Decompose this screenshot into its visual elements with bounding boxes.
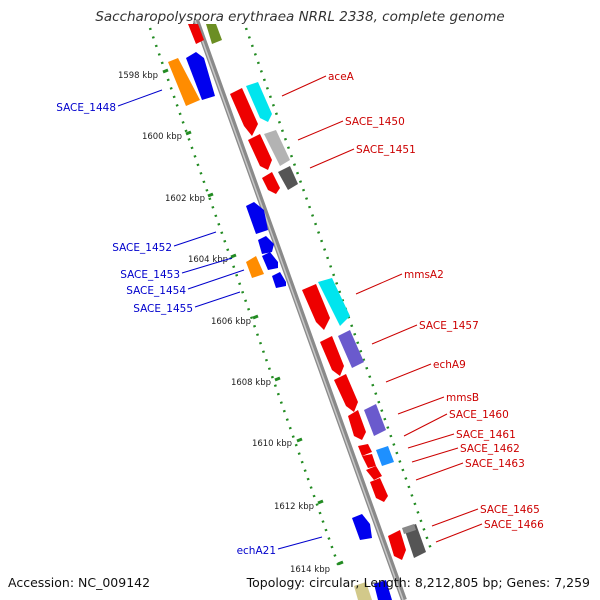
- scale-tick-label: 1612 kbp: [274, 502, 314, 512]
- gene-darkgray-1466: [404, 524, 426, 558]
- gene-khaki-bottom: [354, 582, 372, 600]
- gene-red-1463b: [370, 478, 388, 502]
- gene-red-1461: [358, 444, 372, 456]
- right-label-leader: [397, 396, 445, 415]
- right-label-leader: [385, 363, 432, 383]
- right-label-leader: [297, 120, 344, 141]
- right-gene-label: SACE_1461: [456, 429, 516, 441]
- accession-text: Accession: NC_009142: [8, 575, 151, 590]
- scale-tick-mark: [252, 314, 259, 320]
- gene-darkgray-1466-cap: [402, 524, 416, 534]
- right-label-leader: [415, 462, 464, 481]
- scale-tick-label: 1604 kbp: [188, 255, 228, 265]
- scale-tick-label: 1614 kbp: [290, 565, 330, 575]
- scale-tick-label: 1606 kbp: [211, 317, 251, 327]
- gene-red-1465: [388, 530, 406, 560]
- right-gene-label: SACE_1463: [465, 458, 525, 470]
- scale-tick-label: 1600 kbp: [142, 132, 182, 142]
- right-label-leader: [431, 508, 479, 527]
- scale-ticks: 1598 kbp 1600 kbp 1602 kbp 1604 kbp 1606 kbp…: [118, 68, 344, 575]
- gene-red-mmsB: [348, 410, 366, 440]
- right-gene-label: echA9: [433, 359, 466, 371]
- gene-orange-1448: [168, 58, 200, 106]
- left-label-leader: [277, 536, 323, 550]
- gene-cyan-aceA: [246, 82, 272, 122]
- gene-red-1450: [248, 134, 272, 170]
- right-gene-label: SACE_1465: [480, 504, 540, 516]
- right-label-leader: [371, 324, 418, 345]
- right-gene-label: aceA: [328, 71, 355, 83]
- scale-tick-mark: [274, 376, 281, 382]
- scale-tick-mark: [296, 437, 303, 443]
- gene-blue-bottom: [374, 580, 392, 600]
- gene-blue-1448: [186, 52, 215, 100]
- gene-red-aceA: [230, 88, 258, 136]
- scale-tick-label: 1598 kbp: [118, 71, 158, 81]
- scale-tick-mark: [185, 130, 192, 136]
- right-gene-label: SACE_1450: [345, 116, 405, 128]
- right-gene-label: mmsA2: [404, 269, 444, 281]
- right-gene-label: SACE_1451: [356, 144, 416, 156]
- left-gene-label: SACE_1448: [56, 102, 116, 114]
- scale-tick-mark: [207, 192, 214, 198]
- left-gene-label: SACE_1453: [120, 269, 180, 281]
- right-label-leader: [435, 523, 483, 543]
- gene-red-echA9: [334, 374, 358, 412]
- gene-blue-1452: [246, 202, 268, 234]
- left-gene-label: SACE_1454: [126, 285, 186, 297]
- gene-red-1457: [320, 336, 344, 376]
- right-label-leader: [411, 447, 459, 463]
- left-label-leader: [194, 291, 241, 308]
- gene-gray-1450: [264, 130, 290, 166]
- gene-red-1463a: [366, 466, 382, 480]
- gene-red-1451: [262, 172, 280, 194]
- right-label-leader: [355, 273, 403, 295]
- right-gene-label: SACE_1460: [449, 409, 509, 421]
- scale-tick-mark: [230, 253, 237, 259]
- scale-tick-label: 1608 kbp: [231, 378, 271, 388]
- gene-blue-1453: [258, 236, 274, 254]
- gene-orange-1454: [246, 256, 264, 278]
- genome-backbone-highlight: [194, 19, 404, 600]
- right-gene-label: mmsB: [446, 392, 479, 404]
- gene-red-mmsA2: [302, 284, 330, 330]
- topology-summary: Topology: circular; Length: 8,212,805 bp…: [246, 575, 590, 590]
- gene-purple-1457: [338, 330, 364, 368]
- gene-cyan-mmsA2: [318, 278, 350, 326]
- scale-tick-label: 1602 kbp: [165, 194, 205, 204]
- genome-backbone: [193, 18, 407, 600]
- gene-blue-1455: [272, 272, 286, 288]
- gene-red-1462: [362, 454, 376, 468]
- left-label-leader: [173, 231, 217, 247]
- right-label-leader: [309, 148, 355, 169]
- left-gene-label: SACE_1455: [133, 303, 193, 315]
- gene-top-partial-olive: [206, 24, 222, 44]
- right-gene-labels: aceA SACE_1450 SACE_1451 mmsA2 SACE_1457 echA…: [281, 71, 544, 543]
- gene-blue-1454b: [262, 252, 278, 270]
- outer-left-track: [148, 27, 342, 571]
- scale-tick-mark: [337, 560, 344, 566]
- left-gene-label: SACE_1452: [112, 242, 172, 254]
- right-gene-label: SACE_1466: [484, 519, 544, 531]
- inner-right-track: [244, 27, 434, 553]
- gene-darkgray-1451: [278, 166, 298, 190]
- gene-top-partial-red: [188, 24, 204, 44]
- right-label-leader: [281, 75, 327, 97]
- right-label-leader: [403, 413, 448, 437]
- left-gene-label: echA21: [237, 545, 276, 557]
- left-label-leader: [117, 89, 163, 107]
- scale-tick-label: 1610 kbp: [252, 439, 292, 449]
- scale-tick-mark: [317, 499, 324, 505]
- right-gene-label: SACE_1457: [419, 320, 479, 332]
- gene-purple-1460: [364, 404, 386, 436]
- right-label-leader: [407, 433, 455, 449]
- left-gene-labels: SACE_1448 SACE_1452 SACE_1453 SACE_1454 SACE…: [56, 89, 323, 557]
- right-gene-label: SACE_1462: [460, 443, 520, 455]
- left-label-leader: [181, 257, 233, 274]
- left-label-leader: [187, 269, 245, 290]
- scale-tick-mark: [162, 68, 169, 74]
- gene-lightblue-1462: [376, 446, 394, 466]
- gene-blue-echA21: [352, 514, 372, 540]
